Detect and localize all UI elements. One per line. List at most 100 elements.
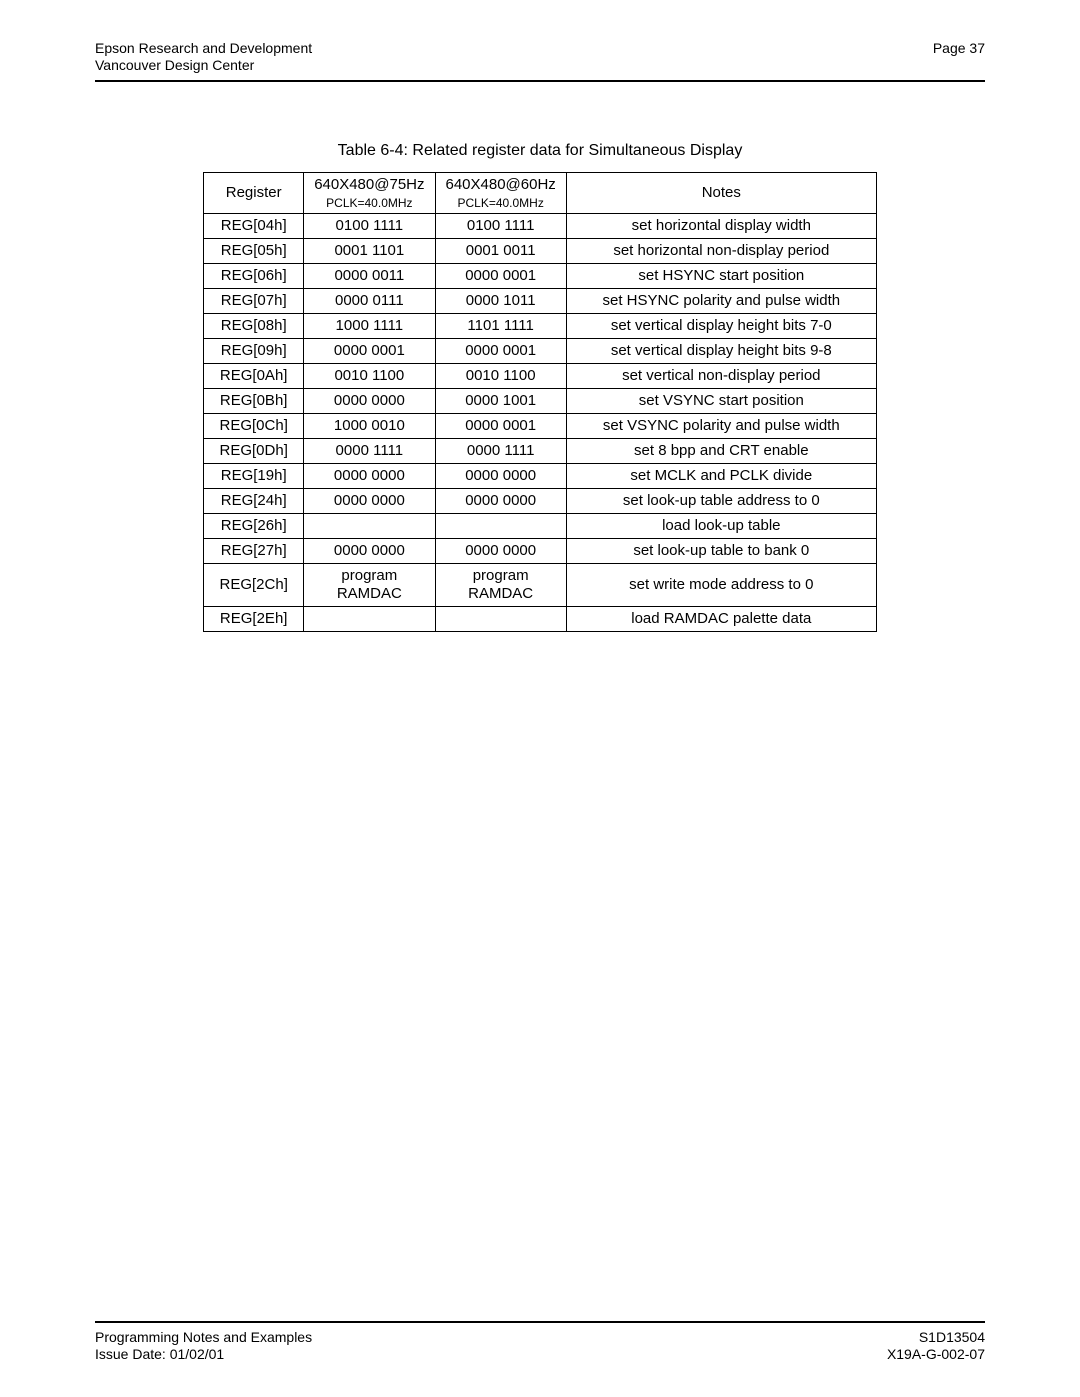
cell-notes: set 8 bpp and CRT enable	[566, 438, 876, 463]
footer-right: S1D13504 X19A-G-002-07	[887, 1329, 985, 1363]
table-header-row: Register 640X480@75Hz PCLK=40.0MHz 640X4…	[204, 172, 877, 213]
cell-register: REG[19h]	[204, 463, 304, 488]
table-row: REG[0Bh]0000 00000000 1001set VSYNC star…	[204, 388, 877, 413]
table-row: REG[0Dh]0000 11110000 1111set 8 bpp and …	[204, 438, 877, 463]
cell-notes: set vertical non-display period	[566, 363, 876, 388]
page: Epson Research and Development Vancouver…	[0, 0, 1080, 1397]
cell-mode-75hz: 0000 0111	[304, 288, 435, 313]
cell-register: REG[05h]	[204, 238, 304, 263]
cell-register: REG[26h]	[204, 513, 304, 538]
cell-mode-60hz: 0000 0000	[435, 538, 566, 563]
cell-notes: load look-up table	[566, 513, 876, 538]
cell-mode-75hz: 0000 0011	[304, 263, 435, 288]
cell-mode-60hz: 0000 1001	[435, 388, 566, 413]
table-caption: Table 6-4: Related register data for Sim…	[95, 142, 985, 160]
col-mode-60hz-sub: PCLK=40.0MHz	[446, 196, 556, 210]
cell-notes: set write mode address to 0	[566, 563, 876, 606]
page-header: Epson Research and Development Vancouver…	[95, 40, 985, 74]
col-mode-75hz-main: 640X480@75Hz	[314, 176, 424, 193]
cell-register: REG[0Ch]	[204, 413, 304, 438]
cell-notes: set look-up table address to 0	[566, 488, 876, 513]
cell-notes: set MCLK and PCLK divide	[566, 463, 876, 488]
cell-register: REG[0Dh]	[204, 438, 304, 463]
cell-mode-75hz: 0000 0000	[304, 488, 435, 513]
footer-left: Programming Notes and Examples Issue Dat…	[95, 1329, 312, 1363]
footer-issue-date: Issue Date: 01/02/01	[95, 1346, 312, 1363]
cell-mode-60hz: programRAMDAC	[435, 563, 566, 606]
table-row: REG[27h]0000 00000000 0000set look-up ta…	[204, 538, 877, 563]
cell-mode-60hz: 0010 1100	[435, 363, 566, 388]
table-wrap: Register 640X480@75Hz PCLK=40.0MHz 640X4…	[95, 172, 985, 632]
cell-register: REG[2Eh]	[204, 606, 304, 631]
cell-mode-75hz: 0001 1101	[304, 238, 435, 263]
cell-register: REG[06h]	[204, 263, 304, 288]
cell-mode-75hz: 0000 0000	[304, 538, 435, 563]
cell-register: REG[27h]	[204, 538, 304, 563]
header-left: Epson Research and Development Vancouver…	[95, 40, 312, 74]
cell-notes: set HSYNC start position	[566, 263, 876, 288]
cell-mode-75hz	[304, 513, 435, 538]
cell-register: REG[24h]	[204, 488, 304, 513]
table-row: REG[05h]0001 11010001 0011set horizontal…	[204, 238, 877, 263]
header-page-number: Page 37	[933, 40, 985, 57]
table-row: REG[19h]0000 00000000 0000set MCLK and P…	[204, 463, 877, 488]
cell-mode-60hz: 1101 1111	[435, 313, 566, 338]
cell-mode-60hz	[435, 606, 566, 631]
cell-mode-60hz: 0000 1111	[435, 438, 566, 463]
cell-mode-75hz	[304, 606, 435, 631]
header-org: Epson Research and Development	[95, 40, 312, 57]
table-row: REG[08h]1000 11111101 1111set vertical d…	[204, 313, 877, 338]
cell-register: REG[2Ch]	[204, 563, 304, 606]
page-footer: Programming Notes and Examples Issue Dat…	[95, 1321, 985, 1363]
table-row: REG[0Ch]1000 00100000 0001set VSYNC pola…	[204, 413, 877, 438]
cell-notes: set horizontal non-display period	[566, 238, 876, 263]
cell-notes: set look-up table to bank 0	[566, 538, 876, 563]
cell-register: REG[0Bh]	[204, 388, 304, 413]
cell-mode-75hz: 0010 1100	[304, 363, 435, 388]
cell-notes: set vertical display height bits 7-0	[566, 313, 876, 338]
cell-mode-60hz: 0000 0001	[435, 413, 566, 438]
header-dept: Vancouver Design Center	[95, 57, 312, 74]
cell-mode-75hz: 0000 0001	[304, 338, 435, 363]
cell-mode-75hz: 1000 1111	[304, 313, 435, 338]
cell-notes: set VSYNC start position	[566, 388, 876, 413]
cell-mode-60hz: 0100 1111	[435, 213, 566, 238]
table-row: REG[06h]0000 00110000 0001set HSYNC star…	[204, 263, 877, 288]
header-rule	[95, 80, 985, 82]
cell-register: REG[04h]	[204, 213, 304, 238]
cell-notes: load RAMDAC palette data	[566, 606, 876, 631]
cell-mode-75hz: 0000 1111	[304, 438, 435, 463]
table-row: REG[24h]0000 00000000 0000set look-up ta…	[204, 488, 877, 513]
cell-notes: set VSYNC polarity and pulse width	[566, 413, 876, 438]
cell-mode-75hz: 1000 0010	[304, 413, 435, 438]
col-mode-60hz-main: 640X480@60Hz	[446, 176, 556, 193]
cell-mode-60hz: 0000 0000	[435, 488, 566, 513]
footer-part-number: S1D13504	[887, 1329, 985, 1346]
cell-notes: set horizontal display width	[566, 213, 876, 238]
table-row: REG[2Ch]programRAMDACprogramRAMDACset wr…	[204, 563, 877, 606]
cell-mode-75hz: 0000 0000	[304, 388, 435, 413]
col-mode-75hz: 640X480@75Hz PCLK=40.0MHz	[304, 172, 435, 213]
cell-mode-60hz: 0000 0000	[435, 463, 566, 488]
col-mode-75hz-sub: PCLK=40.0MHz	[314, 196, 424, 210]
cell-mode-60hz: 0000 0001	[435, 338, 566, 363]
table-row: REG[07h]0000 01110000 1011set HSYNC pola…	[204, 288, 877, 313]
table-row: REG[09h]0000 00010000 0001set vertical d…	[204, 338, 877, 363]
col-mode-60hz: 640X480@60Hz PCLK=40.0MHz	[435, 172, 566, 213]
col-notes: Notes	[566, 172, 876, 213]
col-register: Register	[204, 172, 304, 213]
cell-mode-60hz: 0000 0001	[435, 263, 566, 288]
cell-mode-75hz: 0100 1111	[304, 213, 435, 238]
table-row: REG[26h] load look-up table	[204, 513, 877, 538]
footer-doc-title: Programming Notes and Examples	[95, 1329, 312, 1346]
register-table: Register 640X480@75Hz PCLK=40.0MHz 640X4…	[203, 172, 877, 632]
footer-rule	[95, 1321, 985, 1323]
footer-doc-number: X19A-G-002-07	[887, 1346, 985, 1363]
table-row: REG[2Eh] load RAMDAC palette data	[204, 606, 877, 631]
cell-mode-75hz: programRAMDAC	[304, 563, 435, 606]
cell-register: REG[08h]	[204, 313, 304, 338]
cell-notes: set HSYNC polarity and pulse width	[566, 288, 876, 313]
cell-register: REG[07h]	[204, 288, 304, 313]
cell-register: REG[0Ah]	[204, 363, 304, 388]
cell-notes: set vertical display height bits 9-8	[566, 338, 876, 363]
